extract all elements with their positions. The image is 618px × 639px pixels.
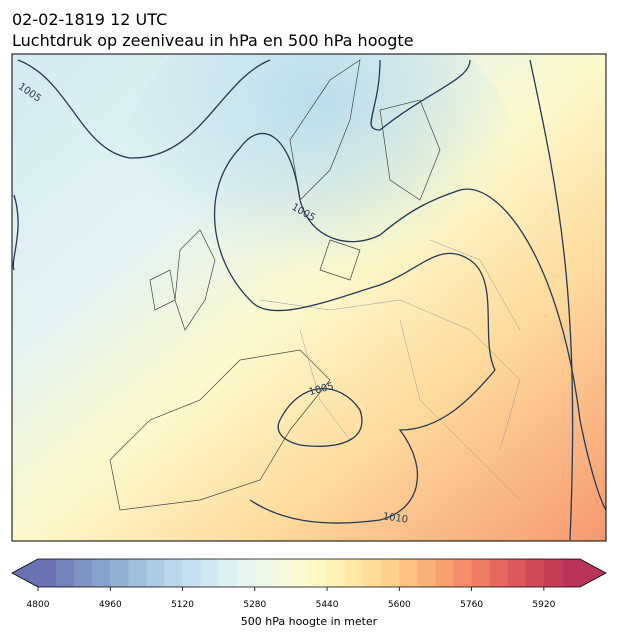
colorbar-band <box>218 559 238 587</box>
coastline <box>109 59 441 511</box>
map: 1005 1005 1005 1010 <box>12 54 606 541</box>
isobar <box>213 147 496 524</box>
colorbar-band <box>272 559 292 587</box>
isobar <box>239 132 606 511</box>
isobar <box>12 194 19 271</box>
isobar <box>277 387 363 447</box>
colorbar-band <box>56 559 75 587</box>
colorbar-band <box>363 559 382 587</box>
colorbar-band <box>435 559 455 587</box>
colorbar-band <box>164 559 184 587</box>
colorbar-tick-label: 5760 <box>460 600 483 610</box>
country-borders <box>259 239 521 501</box>
colorbar-band <box>525 559 545 587</box>
colorbar-band <box>182 559 202 587</box>
colorbar-tick-label: 5280 <box>243 600 266 610</box>
colorbar-band <box>417 559 436 587</box>
colorbar-band <box>399 559 418 587</box>
colorbar-band <box>309 559 328 587</box>
colorbar-extend-high <box>580 559 606 587</box>
colorbar-band <box>489 559 509 587</box>
colorbar-tick-label: 4800 <box>27 600 50 610</box>
colorbar-band <box>561 559 581 587</box>
colorbar-band <box>236 559 256 587</box>
colorbar-label: 500 hPa hoogte in meter <box>241 615 378 628</box>
colorbar-band <box>200 559 220 587</box>
contour-label: 1010 <box>382 511 409 525</box>
colorbar-tick-label: 5600 <box>388 600 411 610</box>
colorbar-band <box>38 559 57 587</box>
map-frame <box>11 53 607 542</box>
colorbar-band <box>146 559 165 587</box>
colorbar-band <box>381 559 400 587</box>
isobar <box>17 59 271 159</box>
colorbar-band <box>92 559 111 587</box>
isobar <box>529 59 574 541</box>
colorbar-band <box>110 559 129 587</box>
isobar <box>370 59 471 131</box>
colorbar-band <box>543 559 563 587</box>
colorbar-tick-label: 4960 <box>99 600 122 610</box>
low-pressure-shade <box>120 54 520 340</box>
title-date: 02-02-1819 12 UTC <box>12 10 167 29</box>
colorbar-band <box>345 559 364 587</box>
colorbar-band <box>507 559 527 587</box>
colorbar-band <box>128 559 147 587</box>
colorbar: 4800 4960 5120 5280 5440 5600 5760 5920 <box>11 558 607 610</box>
colorbar-extend-low <box>12 559 38 587</box>
colorbar-tick-label: 5920 <box>532 600 555 610</box>
colorbar-band <box>471 559 491 587</box>
colorbar-band <box>74 559 93 587</box>
colorbar-band <box>453 559 473 587</box>
colorbar-tick-label: 5440 <box>316 600 339 610</box>
colorbar-band <box>290 559 310 587</box>
colorbar-outline <box>11 558 607 588</box>
title-description: Luchtdruk op zeeniveau in hPa en 500 hPa… <box>12 31 414 50</box>
colorbar-band <box>327 559 346 587</box>
colorbar-band <box>254 559 274 587</box>
colorbar-tick-label: 5120 <box>171 600 194 610</box>
